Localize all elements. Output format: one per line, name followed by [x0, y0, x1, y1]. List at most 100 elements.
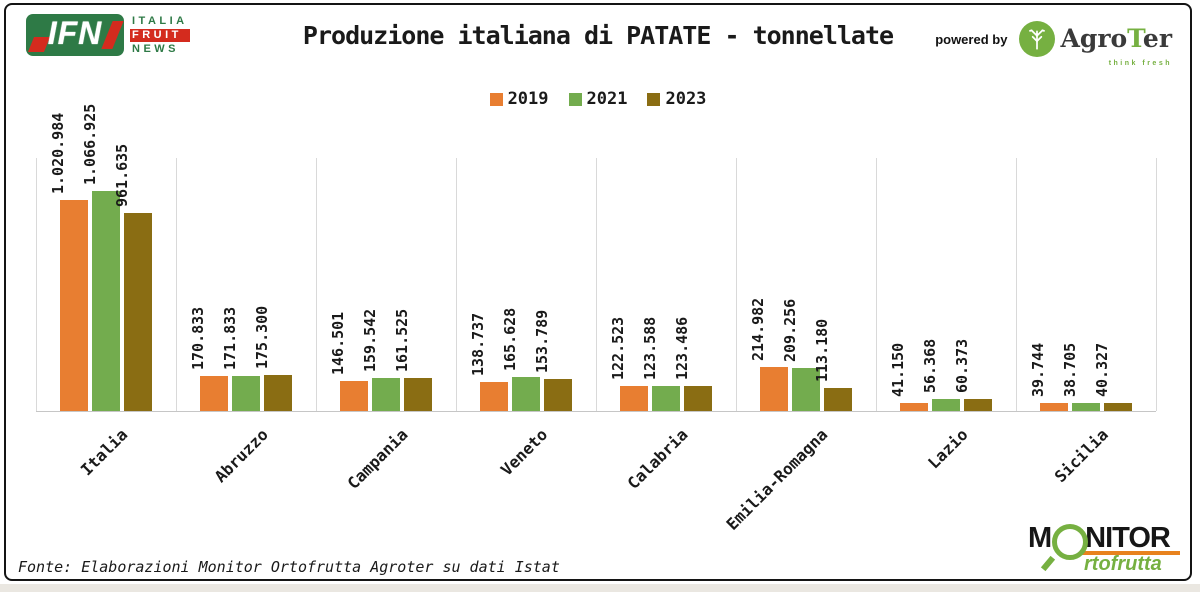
bar-value-label: 170.833: [189, 306, 207, 370]
legend-label-2019: 2019: [507, 89, 549, 109]
bar-value-label: 165.628: [501, 307, 519, 371]
category-separator-gridline: [316, 158, 317, 411]
bar-value-label: 175.300: [253, 305, 271, 369]
bar-2021: [1072, 403, 1100, 411]
bar-value-label: 41.150: [889, 342, 907, 397]
category-label: Lazio: [923, 425, 972, 473]
category-label: Emilia-Romagna: [722, 425, 832, 534]
bar-2019: [480, 382, 508, 411]
ifn-logo: IFN ITALIA FRUIT NEWS: [26, 14, 190, 56]
agroter-word-head: Agro: [1060, 24, 1128, 53]
bar-2021: [652, 386, 680, 411]
agroter-word-tail: er: [1142, 24, 1172, 53]
x-axis-line: [36, 411, 1156, 412]
bar-value-label: 39.744: [1029, 342, 1047, 397]
bar-2021: [932, 399, 960, 411]
bar-value-label: 161.525: [393, 308, 411, 372]
powered-by-label: powered by: [935, 31, 1008, 47]
magnifier-icon: [1052, 524, 1088, 560]
bar-value-label: 1.066.925: [81, 103, 99, 185]
bar-value-label: 138.737: [469, 312, 487, 376]
category-separator-gridline: [1156, 158, 1157, 411]
ifn-logo-mark: IFN: [26, 14, 124, 56]
bar-value-label: 209.256: [781, 298, 799, 362]
bar-value-label: 961.635: [113, 143, 131, 207]
bar-2019: [900, 403, 928, 411]
legend-swatch-2021: [568, 92, 582, 106]
bar-2023: [404, 378, 432, 411]
legend-item-2023: 2023: [647, 89, 706, 109]
bar-2021: [792, 368, 820, 411]
bar-value-label: 56.368: [921, 338, 939, 393]
monitor-wordmark-top: M NITOR: [1028, 523, 1180, 553]
infographic-frame: IFN ITALIA FRUIT NEWS Produzione italian…: [4, 3, 1192, 581]
bar-2019: [1040, 403, 1068, 411]
plot-area: 1.020.984 1.066.925 961.635 Italia 170.833 17…: [6, 5, 1190, 579]
bar-value-label: 40.327: [1093, 342, 1111, 397]
ifn-word-fruit: FRUIT: [130, 28, 190, 42]
ifn-logo-wordmark: ITALIA FRUIT NEWS: [130, 15, 190, 56]
bar-2021: [92, 191, 120, 411]
monitor-ortofrutta-logo: M NITOR rtofrutta: [1028, 523, 1180, 575]
agroter-word-t: T: [1127, 24, 1143, 53]
ifn-word-news: NEWS: [132, 42, 179, 55]
bar-value-label: 153.789: [533, 309, 551, 373]
bar-2023: [544, 379, 572, 411]
chart-title: Produzione italiana di PATATE - tonnella…: [302, 21, 894, 50]
legend-label-2023: 2023: [665, 89, 707, 109]
bar-2023: [124, 213, 152, 411]
category-separator-gridline: [736, 158, 737, 411]
bar-value-label: 146.501: [329, 311, 347, 375]
bar-2023: [824, 388, 852, 411]
legend-label-2021: 2021: [586, 89, 628, 109]
page-edge-strip: [0, 584, 1200, 592]
magnifier-handle-icon: [1040, 555, 1056, 572]
category-label: Calabria: [623, 425, 692, 493]
legend-swatch-2023: [647, 92, 661, 106]
category-separator-gridline: [456, 158, 457, 411]
monitor-word-m: M: [1028, 522, 1052, 554]
ifn-logo-acronym: IFN: [47, 15, 103, 51]
category-label: Sicilia: [1050, 425, 1112, 487]
category-label: Abruzzo: [210, 425, 272, 487]
legend-item-2021: 2021: [568, 89, 628, 109]
monitor-wordmark-bottom: rtofrutta: [1084, 553, 1162, 575]
category-separator-gridline: [36, 158, 37, 411]
bar-value-label: 113.180: [813, 318, 831, 382]
category-separator-gridline: [176, 158, 177, 411]
bar-2019: [340, 381, 368, 411]
agroter-logo: AgroTer think fresh: [1019, 21, 1172, 68]
bar-value-label: 122.523: [609, 316, 627, 380]
legend-item-2019: 2019: [489, 89, 549, 109]
agroter-tagline: think fresh: [1108, 60, 1172, 67]
category-label: Campania: [343, 425, 412, 493]
bar-value-label: 159.542: [361, 308, 379, 372]
bar-2019: [60, 200, 88, 411]
bar-value-label: 123.486: [673, 316, 691, 380]
bar-value-label: 123.588: [641, 316, 659, 380]
bar-value-label: 1.020.984: [49, 112, 67, 194]
bar-2023: [684, 386, 712, 411]
agroter-wordmark: AgroTer think fresh: [1060, 24, 1172, 68]
bar-value-label: 214.982: [749, 297, 767, 361]
bar-value-label: 171.833: [221, 306, 239, 370]
bar-value-label: 38.705: [1061, 342, 1079, 397]
powered-by-block: powered by AgroTer think fresh: [935, 21, 1172, 68]
category-separator-gridline: [876, 158, 877, 411]
monitor-orange-rule: [1078, 551, 1180, 555]
source-note: Fonte: Elaborazioni Monitor Ortofrutta A…: [18, 558, 560, 576]
category-separator-gridline: [1016, 158, 1017, 411]
bar-2023: [1104, 403, 1132, 411]
category-label: Italia: [77, 425, 132, 480]
category-label: Veneto: [497, 425, 552, 480]
bar-2019: [620, 386, 648, 411]
legend-swatch-2019: [489, 92, 503, 106]
bar-2023: [964, 399, 992, 411]
bar-2021: [232, 376, 260, 411]
agroter-tree-icon: [1019, 21, 1056, 57]
bar-2019: [760, 367, 788, 411]
bar-2023: [264, 375, 292, 411]
chart-legend: 2019 2021 2023: [6, 89, 1190, 109]
bar-value-label: 60.373: [953, 338, 971, 393]
category-separator-gridline: [596, 158, 597, 411]
